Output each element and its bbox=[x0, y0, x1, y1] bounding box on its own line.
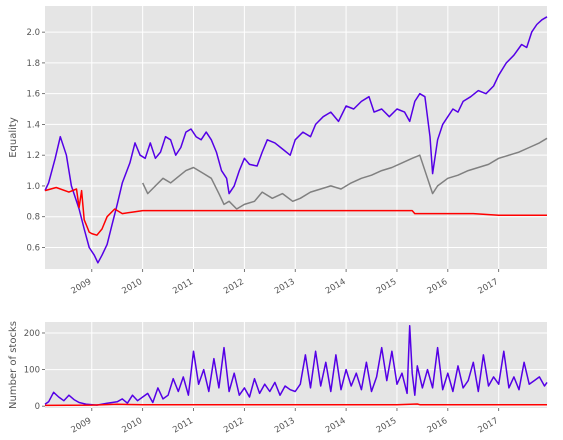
y-tick-label: 1.0 bbox=[26, 182, 40, 192]
series-line-0 bbox=[44, 16, 548, 264]
y-axis-label: Number of stocks bbox=[8, 321, 19, 409]
x-tick-label: 2011 bbox=[171, 416, 195, 435]
y-tick-label: 200 bbox=[24, 329, 40, 339]
x-tick-label: 2010 bbox=[120, 277, 144, 296]
series-line-1 bbox=[142, 137, 548, 210]
equality-chart: 0.6 0.8 1.0 1.2 1.4 1.6 1.8 2.0 2009 2010 2011 2012… bbox=[8, 6, 548, 296]
x-tick-label: 2016 bbox=[426, 277, 450, 296]
y-tick-label: 1.8 bbox=[26, 59, 40, 69]
y-axis-label: Equality bbox=[8, 117, 19, 158]
x-tick-label: 2010 bbox=[120, 416, 144, 435]
plot-area bbox=[45, 6, 547, 269]
y-tick-label: 0.8 bbox=[26, 213, 40, 223]
y-tick-label: 0.6 bbox=[26, 243, 40, 253]
y-tick-label: 0 bbox=[35, 402, 40, 412]
x-tick-label: 2015 bbox=[375, 277, 399, 296]
y-tick-label: 1.4 bbox=[26, 120, 40, 130]
series-line-1 bbox=[44, 403, 547, 407]
x-tick-label: 2009 bbox=[70, 416, 94, 435]
x-tick-label: 2012 bbox=[222, 416, 246, 435]
plot-area bbox=[45, 322, 547, 408]
y-tick-label: 2.0 bbox=[26, 28, 40, 38]
series-line-0 bbox=[44, 324, 548, 406]
y-tick-label: 100 bbox=[24, 366, 40, 376]
stocks-chart: 0 100 200 2009 2010 2011 2012 2013 2014 2015 2016 2… bbox=[8, 321, 548, 435]
y-tick-label: 1.6 bbox=[26, 90, 40, 100]
x-tick-label: 2015 bbox=[375, 416, 399, 435]
x-tick-label: 2017 bbox=[476, 416, 500, 435]
x-tick-label: 2014 bbox=[324, 416, 348, 435]
x-tick-label: 2013 bbox=[273, 416, 297, 435]
series-line-2 bbox=[44, 186, 547, 236]
x-tick-label: 2016 bbox=[426, 416, 450, 435]
x-tick-label: 2013 bbox=[273, 277, 297, 296]
y-tick-label: 1.2 bbox=[26, 151, 40, 161]
x-tick-label: 2017 bbox=[476, 277, 500, 296]
x-tick-label: 2012 bbox=[222, 277, 246, 296]
x-tick-label: 2014 bbox=[324, 277, 348, 296]
x-tick-label: 2011 bbox=[171, 277, 195, 296]
x-tick-label: 2009 bbox=[70, 277, 94, 296]
